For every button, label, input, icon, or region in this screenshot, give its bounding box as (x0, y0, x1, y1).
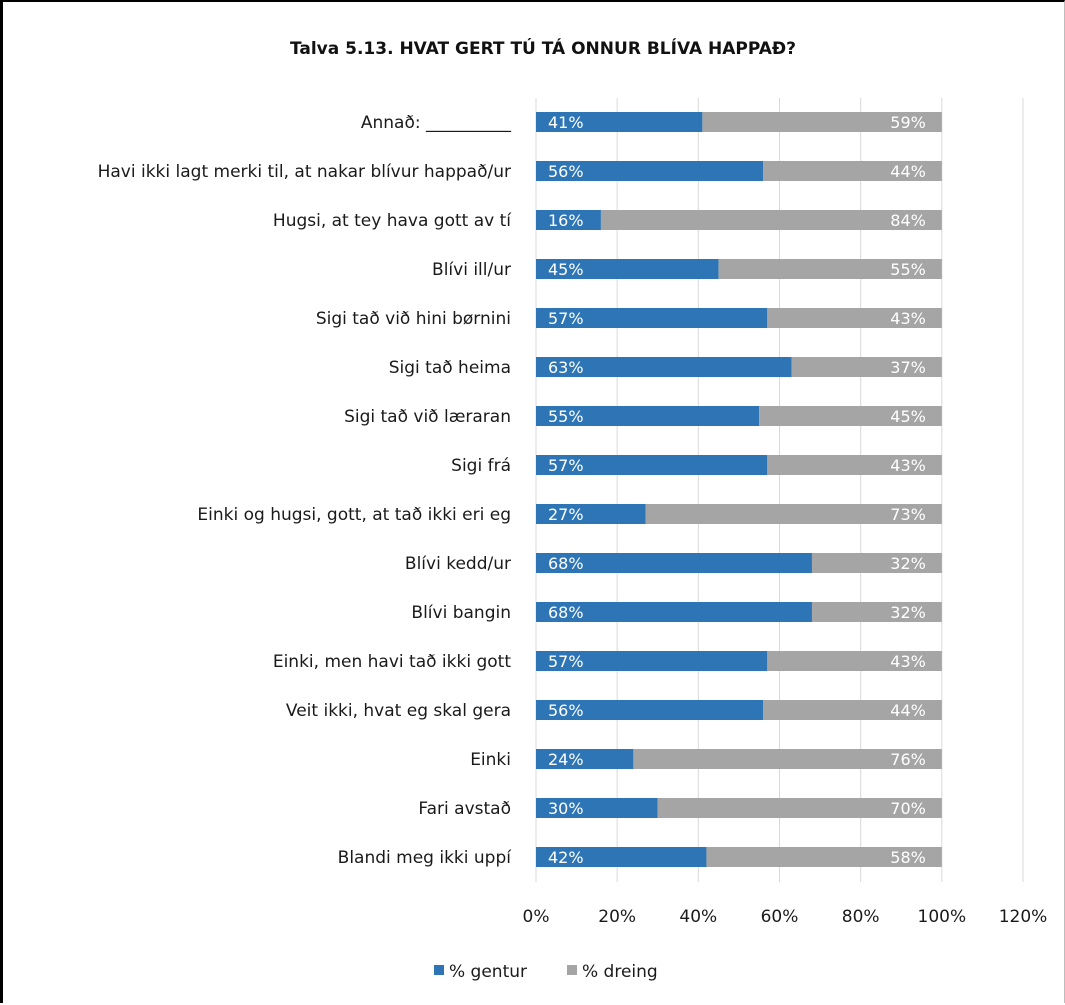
bar-dreing (767, 651, 942, 671)
bar-gentur (536, 602, 812, 622)
data-label-dreing: 73% (890, 505, 926, 524)
x-tick-label-120: 120% (999, 907, 1048, 927)
data-label-dreing: 43% (890, 652, 926, 671)
data-label-dreing: 55% (890, 260, 926, 279)
bar-gentur (536, 455, 768, 475)
bar-dreing (645, 504, 942, 524)
category-label: Einki, men havi tað ikki gott (273, 652, 511, 672)
category-label: Einki (470, 750, 511, 770)
data-label-dreing: 43% (890, 456, 926, 475)
x-tick-label-60: 60% (761, 907, 799, 927)
bar-gentur (536, 210, 601, 230)
category-label: Sigi tað við hini børnini (316, 309, 511, 329)
data-label-dreing: 76% (890, 750, 926, 769)
data-label-gentur: 42% (548, 848, 584, 867)
data-label-dreing: 44% (890, 701, 926, 720)
data-label-gentur: 41% (548, 113, 584, 132)
data-label-dreing: 84% (890, 211, 926, 230)
category-label: Blívi bangin (411, 603, 511, 623)
legend-swatch-gentur (434, 965, 444, 975)
category-label: Sigi frá (451, 456, 511, 476)
bar-gentur (536, 161, 764, 181)
bar-dreing (763, 700, 942, 720)
data-label-gentur: 57% (548, 309, 584, 328)
bar-gentur (536, 651, 768, 671)
data-label-gentur: 63% (548, 358, 584, 377)
category-label: Annað: __________ (361, 113, 512, 133)
bar-dreing (600, 210, 942, 230)
data-label-dreing: 70% (890, 799, 926, 818)
data-label-gentur: 57% (548, 652, 584, 671)
data-label-gentur: 30% (548, 799, 584, 818)
bar-gentur (536, 700, 764, 720)
data-label-gentur: 45% (548, 260, 584, 279)
bar-gentur (536, 798, 658, 818)
category-label: Einki og hugsi, gott, at tað ikki eri eg (197, 505, 511, 525)
bar-gentur (536, 406, 760, 426)
data-label-dreing: 37% (890, 358, 926, 377)
bar-dreing (702, 112, 942, 132)
bar-dreing (657, 798, 942, 818)
category-label: Veit ikki, hvat eg skal gera (286, 701, 511, 721)
bar-gentur (536, 308, 768, 328)
x-tick-label-100: 100% (918, 907, 967, 927)
category-label: Sigi tað við læraran (344, 407, 511, 427)
data-label-gentur: 16% (548, 211, 584, 230)
bar-gentur (536, 112, 703, 132)
bar-dreing (759, 406, 942, 426)
bar-dreing (767, 308, 942, 328)
bars: 41% 59% 56% 44% 16% 84% 45% 55% 57% 43% 63% 37% 55% 4… (536, 112, 942, 867)
bar-dreing (791, 357, 942, 377)
data-label-gentur: 56% (548, 701, 584, 720)
bar-dreing (718, 259, 942, 279)
bar-gentur (536, 847, 707, 867)
bar-dreing (767, 455, 942, 475)
data-label-dreing: 44% (890, 162, 926, 181)
data-label-dreing: 32% (890, 554, 926, 573)
chart-title: Talva 5.13. HVAT GERT TÚ TÁ ONNUR BLÍVA … (290, 37, 796, 59)
x-tick-label-40: 40% (679, 907, 717, 927)
category-label: Blívi kedd/ur (405, 554, 511, 574)
x-tick-label-20: 20% (598, 907, 636, 927)
category-label: Blívi ill/ur (432, 260, 511, 280)
x-tick-label-0: 0% (523, 907, 550, 927)
bar-dreing (763, 161, 942, 181)
data-label-gentur: 27% (548, 505, 584, 524)
category-labels: Annað: __________ Havi ikki lagt merki ti… (98, 113, 513, 868)
x-axis-ticks: 0% 20% 40% 60% 80% 100% 120% (523, 907, 1048, 927)
bar-gentur (536, 504, 646, 524)
data-label-dreing: 43% (890, 309, 926, 328)
data-label-gentur: 68% (548, 554, 584, 573)
data-label-gentur: 68% (548, 603, 584, 622)
bar-dreing (633, 749, 942, 769)
bar-dreing (811, 553, 942, 573)
bar-dreing (706, 847, 942, 867)
legend: % gentur % dreing (434, 962, 658, 982)
legend-label-gentur: % gentur (449, 962, 527, 982)
data-label-dreing: 58% (890, 848, 926, 867)
data-label-gentur: 57% (548, 456, 584, 475)
bar-gentur (536, 749, 634, 769)
category-label: Sigi tað heima (389, 358, 511, 378)
x-tick-label-80: 80% (842, 907, 880, 927)
legend-swatch-dreing (567, 965, 577, 975)
bar-gentur (536, 553, 812, 573)
data-label-dreing: 45% (890, 407, 926, 426)
category-label: Hugsi, at tey hava gott av tí (273, 211, 512, 231)
bar-dreing (811, 602, 942, 622)
data-label-gentur: 55% (548, 407, 584, 426)
data-label-gentur: 56% (548, 162, 584, 181)
category-label: Fari avstað (418, 799, 511, 819)
data-label-dreing: 32% (890, 603, 926, 622)
data-label-dreing: 59% (890, 113, 926, 132)
stacked-bar-chart: Talva 5.13. HVAT GERT TÚ TÁ ONNUR BLÍVA … (98, 37, 1048, 982)
bar-gentur (536, 357, 792, 377)
category-label: Blandi meg ikki uppí (338, 848, 513, 868)
bar-gentur (536, 259, 719, 279)
legend-label-dreing: % dreing (582, 962, 658, 982)
data-label-gentur: 24% (548, 750, 584, 769)
category-label: Havi ikki lagt merki til, at nakar blívu… (98, 162, 511, 182)
